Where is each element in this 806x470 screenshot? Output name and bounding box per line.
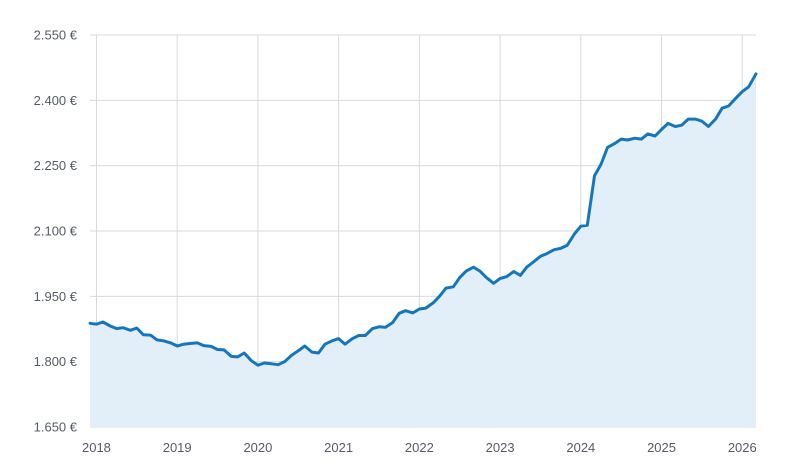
x-tick-label: 2019 bbox=[163, 440, 192, 455]
x-tick-label: 2022 bbox=[405, 440, 434, 455]
x-tick-label: 2023 bbox=[486, 440, 515, 455]
y-axis-tick-labels: 1.650 € 1.800 € 1.950 € 2.100 € 2.250 € 2.400… bbox=[34, 28, 78, 435]
x-tick-label: 2026 bbox=[728, 440, 757, 455]
y-tick-label: 1.800 € bbox=[34, 354, 78, 369]
x-tick-label: 2018 bbox=[82, 440, 111, 455]
y-tick-label: 2.400 € bbox=[34, 93, 78, 108]
y-tick-label: 2.250 € bbox=[34, 158, 78, 173]
series-line bbox=[88, 72, 758, 367]
y-tick-label: 1.650 € bbox=[34, 420, 78, 435]
y-tick-label: 2.100 € bbox=[34, 224, 78, 239]
x-axis-tick-labels: 2018 2019 2020 2021 2022 2023 2024 2025 2026 bbox=[82, 440, 757, 455]
x-tick-label: 2020 bbox=[243, 440, 272, 455]
x-tick-label: 2024 bbox=[566, 440, 595, 455]
y-tick-label: 2.550 € bbox=[34, 28, 78, 43]
y-tick-label: 1.950 € bbox=[34, 289, 78, 304]
series-area-fill bbox=[90, 73, 756, 428]
x-tick-label: 2021 bbox=[324, 440, 353, 455]
x-tick-label: 2025 bbox=[647, 440, 676, 455]
